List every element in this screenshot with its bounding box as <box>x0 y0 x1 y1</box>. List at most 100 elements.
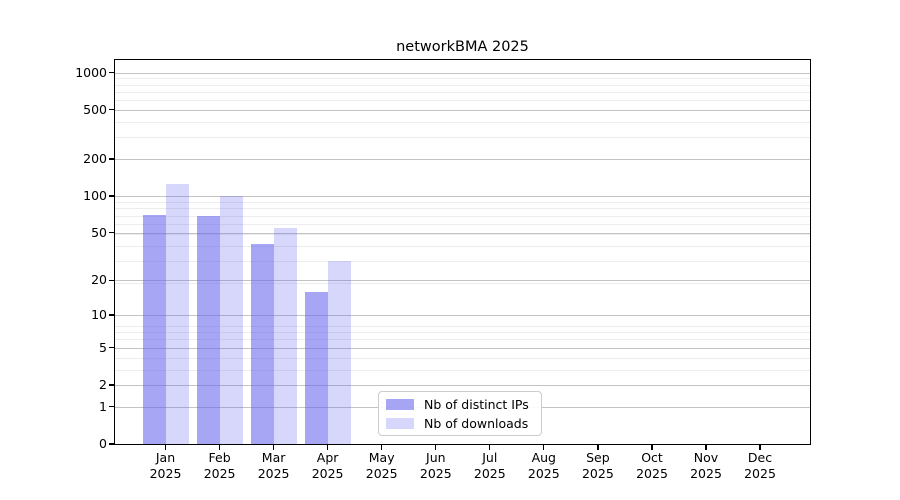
x-label-month: Jan <box>155 450 176 465</box>
x-label-year: 2025 <box>744 466 776 481</box>
minor-gridline <box>115 261 810 263</box>
x-axis-tick-label: Apr 2025 <box>296 450 360 482</box>
chart-title: networkBMA 2025 <box>396 39 529 55</box>
minor-gridline <box>115 233 810 235</box>
minor-gridline <box>115 137 810 139</box>
y-axis-tick <box>109 195 114 197</box>
y-axis-tick <box>109 279 114 281</box>
bar-apr-distinct-ips <box>304 291 328 444</box>
x-axis-tick-label: Jun 2025 <box>404 450 468 482</box>
x-label-year: 2025 <box>690 466 722 481</box>
y-axis-tick <box>109 231 114 234</box>
x-label-year: 2025 <box>149 466 182 481</box>
minor-gridline <box>115 325 810 327</box>
y-axis-tick <box>109 109 114 111</box>
y-axis-tick-label: 1 <box>99 398 107 414</box>
y-axis-tick-label: 0 <box>99 436 107 451</box>
x-label-year: 2025 <box>365 466 398 481</box>
x-axis-tick <box>651 445 653 450</box>
x-label-year: 2025 <box>419 466 452 481</box>
y-axis-tick-label: 2 <box>99 376 107 392</box>
minor-gridline <box>115 339 810 341</box>
legend-entry-downloads: Nb of downloads <box>386 415 533 431</box>
x-axis-tick <box>759 445 761 450</box>
x-axis-tick-label: Aug 2025 <box>512 450 576 482</box>
minor-gridline <box>115 121 810 123</box>
legend-label-distinct-ips: Nb of distinct IPs <box>424 396 529 412</box>
x-label-month: Aug <box>531 450 556 465</box>
y-axis-tick-label: 50 <box>91 224 107 240</box>
y-axis-tick <box>109 347 114 349</box>
bar-feb-downloads <box>219 195 243 444</box>
minor-gridline <box>115 357 810 359</box>
major-gridline <box>115 195 810 197</box>
y-axis-tick <box>109 314 114 316</box>
x-axis-tick <box>435 445 437 450</box>
x-label-month: May <box>368 450 395 465</box>
minor-gridline <box>115 91 810 93</box>
major-gridline <box>115 315 810 317</box>
x-label-year: 2025 <box>311 466 344 481</box>
x-axis-tick-label: Jul 2025 <box>458 450 522 482</box>
x-label-month: Apr <box>316 450 339 465</box>
x-axis-tick-label: Sep 2025 <box>566 450 630 482</box>
major-gridline <box>115 72 810 74</box>
minor-gridline <box>115 215 810 217</box>
x-axis-tick-label: May 2025 <box>350 450 414 482</box>
y-axis-tick-label: 500 <box>83 101 107 117</box>
y-axis-tick <box>109 406 114 408</box>
bar-jan-downloads <box>165 184 189 444</box>
y-axis-tick-label: 5 <box>99 339 107 355</box>
x-axis-tick <box>326 445 329 450</box>
minor-gridline <box>115 245 810 247</box>
bar-feb-distinct-ips <box>196 216 220 444</box>
x-label-year: 2025 <box>257 466 290 481</box>
x-label-month: Mar <box>261 450 286 465</box>
major-gridline <box>115 232 810 234</box>
x-axis-tick-label: Feb 2025 <box>188 450 252 482</box>
x-label-month: Sep <box>586 450 610 465</box>
bar-mar-downloads <box>273 227 297 444</box>
y-axis-tick <box>109 158 114 160</box>
x-axis-tick-label: Mar 2025 <box>242 450 306 482</box>
y-axis-tick-label: 200 <box>83 150 107 166</box>
x-axis-tick-label: Nov 2025 <box>674 450 738 482</box>
x-axis-tick <box>164 445 167 450</box>
legend-entry-distinct-ips: Nb of distinct IPs <box>386 396 533 412</box>
x-label-month: Oct <box>641 450 663 465</box>
legend-swatch-downloads-icon <box>386 417 414 429</box>
minor-gridline <box>115 84 810 86</box>
y-axis-tick <box>109 384 114 386</box>
minor-gridline <box>115 369 810 371</box>
minor-gridline <box>115 78 810 80</box>
major-gridline <box>115 384 810 386</box>
x-label-year: 2025 <box>203 466 236 481</box>
legend-label-downloads: Nb of downloads <box>424 415 529 431</box>
major-gridline <box>115 347 810 349</box>
x-label-month: Nov <box>693 450 719 465</box>
x-axis-tick-label: Oct 2025 <box>620 450 684 482</box>
x-label-month: Jul <box>482 450 498 465</box>
x-axis-tick <box>218 445 221 450</box>
x-label-month: Feb <box>208 450 231 465</box>
bar-mar-distinct-ips <box>250 244 274 444</box>
minor-gridline <box>115 100 810 102</box>
y-axis-tick-label: 20 <box>91 272 107 288</box>
minor-gridline <box>115 202 810 204</box>
major-gridline <box>115 158 810 160</box>
x-axis-tick-label: Jan 2025 <box>134 450 198 482</box>
x-label-year: 2025 <box>581 466 614 481</box>
x-axis-tick-label: Dec 2025 <box>728 450 792 482</box>
y-axis-tick <box>109 71 114 74</box>
x-axis-tick <box>489 445 491 450</box>
x-label-year: 2025 <box>636 466 668 481</box>
major-gridline <box>115 280 810 282</box>
legend: Nb of distinct IPs Nb of downloads <box>378 391 542 436</box>
x-label-year: 2025 <box>473 466 506 481</box>
x-label-year: 2025 <box>527 466 560 481</box>
x-axis-tick <box>272 445 275 450</box>
x-axis-tick <box>597 445 599 450</box>
x-label-month: Dec <box>747 450 773 465</box>
bar-jan-distinct-ips <box>142 214 166 444</box>
